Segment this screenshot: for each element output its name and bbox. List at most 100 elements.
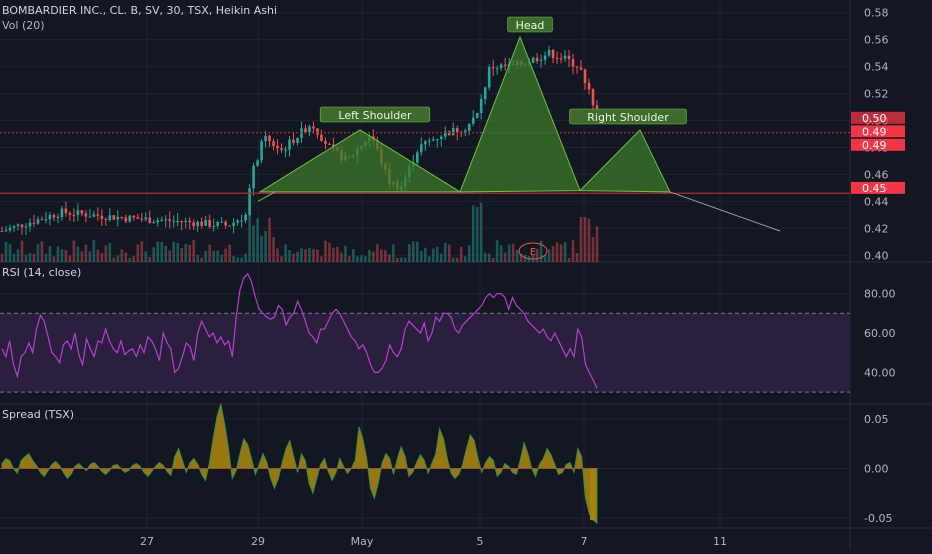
candle-body[interactable] <box>447 131 451 136</box>
candle-body[interactable] <box>244 214 247 221</box>
annotation-right-shoulder[interactable]: Right Shoulder <box>569 108 687 125</box>
candle-body[interactable] <box>24 226 28 228</box>
candle-body[interactable] <box>40 219 44 221</box>
candle-body[interactable] <box>487 67 491 88</box>
candle-body[interactable] <box>591 89 595 106</box>
time-tick-label[interactable]: 27 <box>140 535 154 548</box>
candle-body[interactable] <box>416 152 419 163</box>
candle-body[interactable] <box>531 57 535 63</box>
spread-label[interactable]: Spread (TSX) <box>2 408 75 421</box>
candle-body[interactable] <box>280 148 283 150</box>
rsi-pane[interactable] <box>0 272 850 393</box>
candle-body[interactable] <box>559 58 563 60</box>
candle-body[interactable] <box>136 217 140 219</box>
candle-body[interactable] <box>20 224 24 228</box>
candle-body[interactable] <box>144 217 148 220</box>
candle-body[interactable] <box>240 220 243 222</box>
candle-body[interactable] <box>284 149 287 151</box>
candle-body[interactable] <box>451 127 455 136</box>
candle-body[interactable] <box>0 231 4 233</box>
spread-area[interactable] <box>1 403 598 525</box>
price-pane[interactable]: Left Shoulder Head Right Shoulder E <box>0 16 850 262</box>
candle-body[interactable] <box>539 59 543 62</box>
candle-body[interactable] <box>332 144 335 147</box>
candle-body[interactable] <box>547 49 551 56</box>
candle-body[interactable] <box>491 67 495 69</box>
candle-body[interactable] <box>563 55 567 59</box>
candle-body[interactable] <box>463 130 467 133</box>
candle-body[interactable] <box>312 126 315 129</box>
candle-body[interactable] <box>483 87 487 100</box>
candle-body[interactable] <box>32 222 36 224</box>
candle-body[interactable] <box>304 128 307 133</box>
candle-body[interactable] <box>148 217 152 223</box>
right-shoulder-shape[interactable] <box>578 129 671 193</box>
candle-body[interactable] <box>575 66 579 68</box>
annotation-head[interactable]: Head <box>507 16 553 33</box>
candle-body[interactable] <box>92 214 96 217</box>
price-tag[interactable]: 0.45 <box>851 181 905 195</box>
candle-body[interactable] <box>583 69 587 83</box>
candle-body[interactable] <box>268 135 271 142</box>
candle-body[interactable] <box>212 225 215 227</box>
candle-body[interactable] <box>555 58 559 60</box>
candle-body[interactable] <box>467 123 471 131</box>
candle-body[interactable] <box>455 127 459 133</box>
time-tick-label[interactable]: 7 <box>581 535 588 548</box>
candle-body[interactable] <box>232 222 235 227</box>
candle-body[interactable] <box>320 134 323 141</box>
candle-body[interactable] <box>84 213 88 217</box>
candle-body[interactable] <box>204 220 207 226</box>
candle-body[interactable] <box>208 220 211 227</box>
candle-body[interactable] <box>252 165 255 189</box>
candle-body[interactable] <box>443 131 447 137</box>
candle-body[interactable] <box>72 214 76 216</box>
candle-body[interactable] <box>140 218 144 220</box>
candle-body[interactable] <box>220 221 223 223</box>
candle-body[interactable] <box>192 222 195 227</box>
candle-body[interactable] <box>128 215 132 222</box>
candle-body[interactable] <box>120 216 124 218</box>
candle-body[interactable] <box>475 113 479 118</box>
candle-body[interactable] <box>168 219 172 222</box>
candle-body[interactable] <box>188 220 191 223</box>
candle-body[interactable] <box>499 64 503 69</box>
candle-body[interactable] <box>36 219 40 224</box>
annotation-left-shoulder[interactable]: Left Shoulder <box>319 106 431 123</box>
rsi-label[interactable]: RSI (14, close) <box>2 266 82 279</box>
candle-body[interactable] <box>200 221 203 226</box>
candle-body[interactable] <box>28 222 32 227</box>
candle-body[interactable] <box>132 215 136 218</box>
candle-body[interactable] <box>236 220 239 223</box>
candle-body[interactable] <box>108 215 112 221</box>
candle-body[interactable] <box>172 221 176 223</box>
candle-body[interactable] <box>587 82 591 90</box>
time-tick-label[interactable]: 11 <box>713 535 727 548</box>
candle-body[interactable] <box>60 208 64 217</box>
candle-body[interactable] <box>4 230 8 232</box>
candle-body[interactable] <box>288 139 291 150</box>
candle-body[interactable] <box>176 221 180 223</box>
earnings-marker[interactable]: E <box>518 242 548 260</box>
candle-body[interactable] <box>112 215 116 220</box>
candle-body[interactable] <box>48 214 52 220</box>
candle-body[interactable] <box>439 136 443 139</box>
candle-body[interactable] <box>256 160 259 166</box>
candle-body[interactable] <box>88 216 92 218</box>
candle-body[interactable] <box>156 220 160 223</box>
candle-body[interactable] <box>431 139 435 141</box>
time-tick-label[interactable]: May <box>351 535 374 548</box>
candle-body[interactable] <box>52 214 56 218</box>
candle-body[interactable] <box>272 141 275 147</box>
candle-body[interactable] <box>427 140 431 142</box>
candle-body[interactable] <box>543 55 547 60</box>
candle-body[interactable] <box>16 224 20 226</box>
candle-body[interactable] <box>567 55 571 60</box>
candle-body[interactable] <box>196 221 199 227</box>
rsi-line[interactable] <box>1 272 598 389</box>
candle-body[interactable] <box>56 216 60 218</box>
candle-body[interactable] <box>328 143 331 145</box>
candle-body[interactable] <box>164 219 168 221</box>
candle-body[interactable] <box>184 220 187 223</box>
candle-body[interactable] <box>228 225 231 227</box>
